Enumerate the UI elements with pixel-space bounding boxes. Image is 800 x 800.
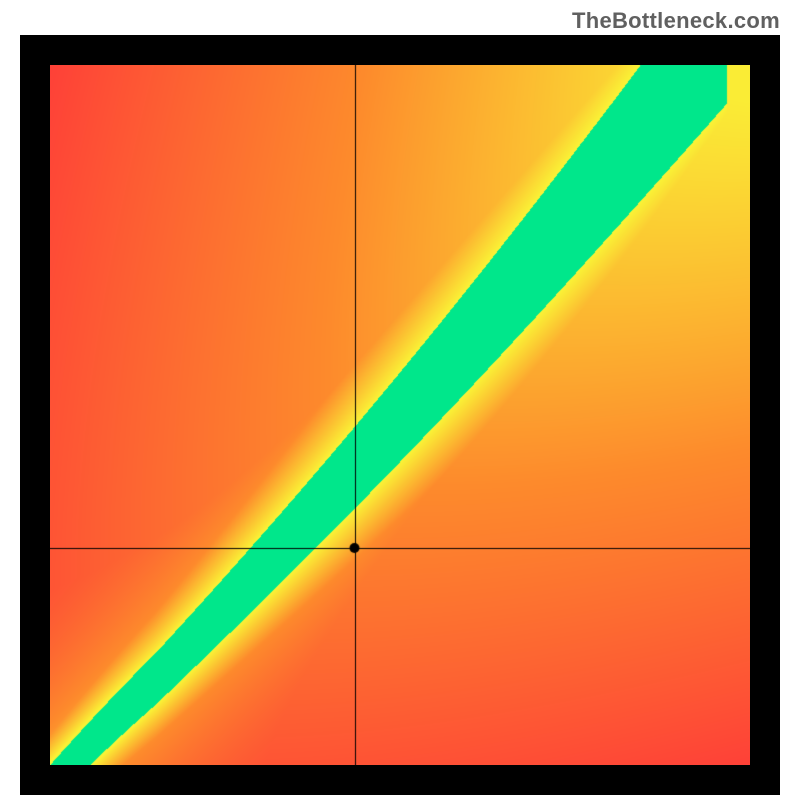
attribution-text: TheBottleneck.com: [572, 8, 780, 34]
crosshair-overlay: [50, 65, 750, 765]
chart-container: TheBottleneck.com: [0, 0, 800, 800]
